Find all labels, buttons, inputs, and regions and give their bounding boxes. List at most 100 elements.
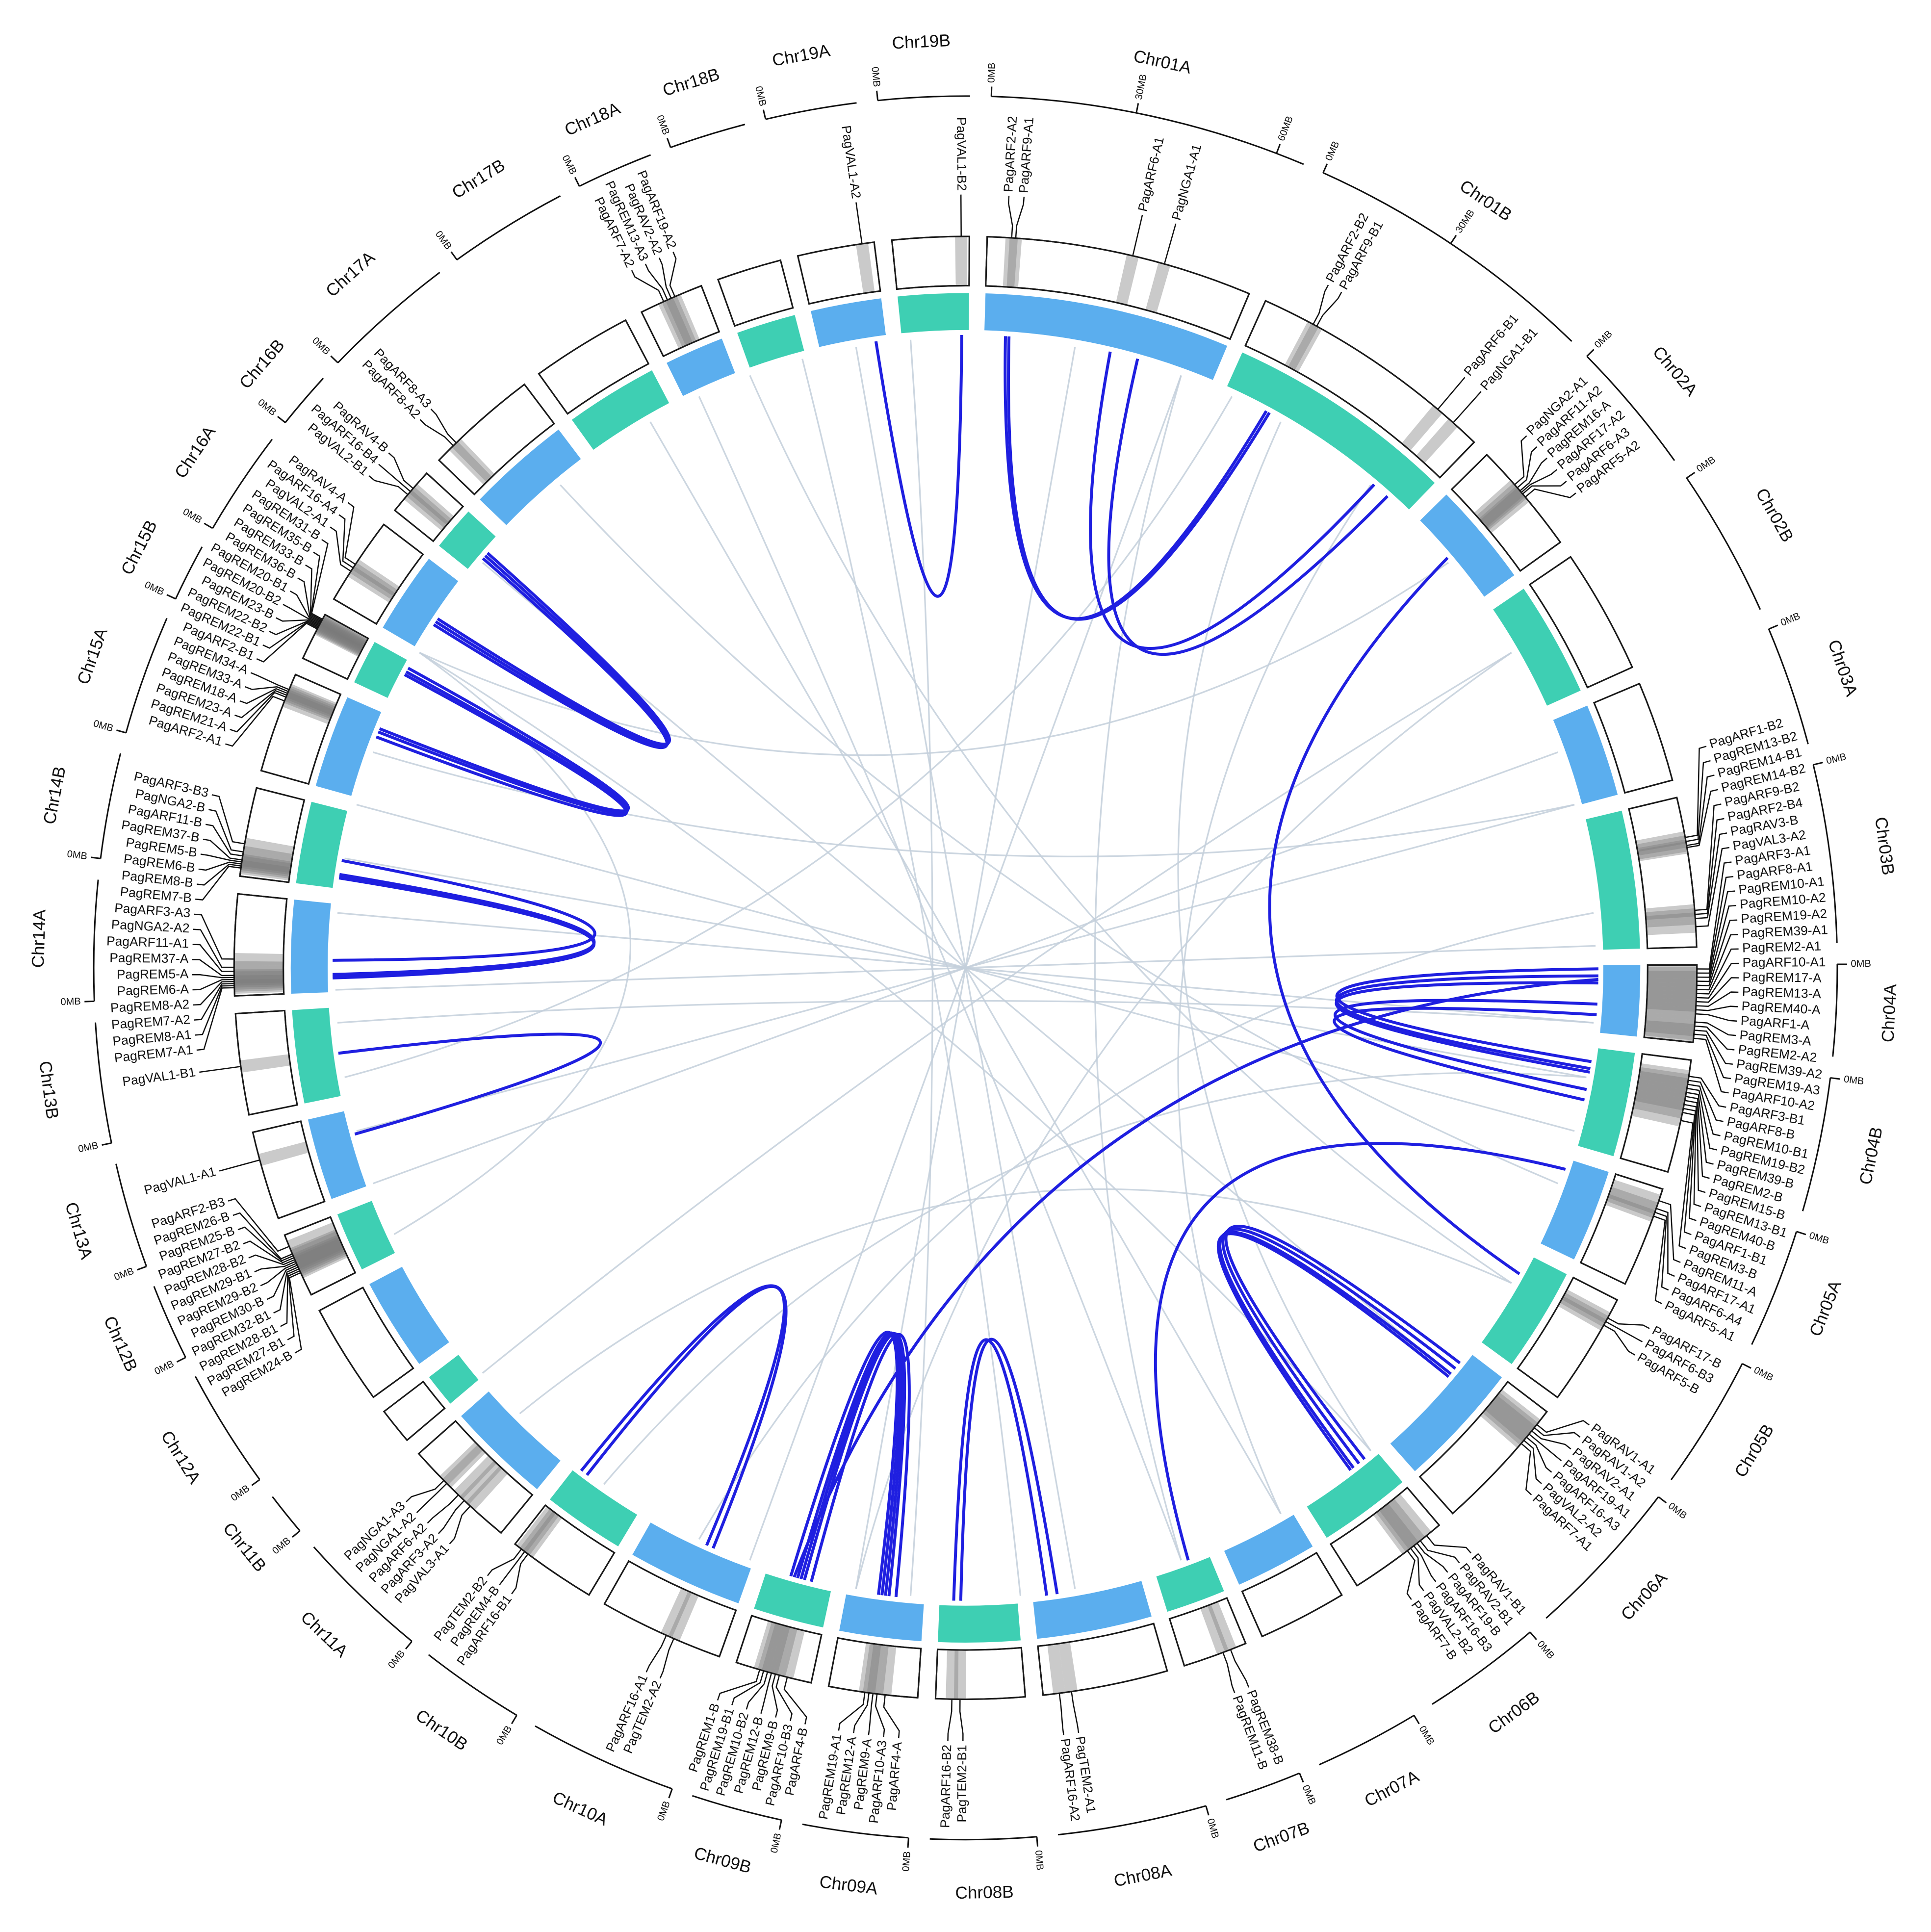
- gene-label: PagARF11-A1: [106, 933, 189, 951]
- gene-density: [407, 487, 451, 528]
- gene-connector: [260, 1262, 297, 1287]
- homolog-link: [1107, 358, 1389, 656]
- gene-track-outline: [538, 319, 650, 415]
- gene-track-outline: [393, 472, 464, 542]
- gene-density: [1480, 488, 1525, 529]
- gene-density: [294, 1236, 343, 1267]
- scale-axis: [1670, 1363, 1743, 1480]
- gene-connector: [1686, 1091, 1714, 1165]
- gene-density: [863, 1644, 881, 1693]
- gene-connector: [206, 824, 243, 857]
- chromosome-band: [1600, 965, 1641, 1037]
- gene-density: [1047, 1644, 1065, 1694]
- scale-tick: [1529, 1631, 1537, 1640]
- gene-connector: [198, 861, 242, 871]
- gene-density: [1647, 997, 1696, 1012]
- scale-axis: [175, 546, 203, 599]
- scale-tick: [90, 856, 101, 859]
- chromosome-band: [550, 1470, 638, 1546]
- gene-density: [1116, 255, 1139, 305]
- gene-connector: [203, 838, 242, 861]
- gene-density: [1479, 487, 1523, 527]
- gene-density: [452, 439, 494, 482]
- gene-density: [867, 1644, 885, 1694]
- gene-track-outline: [797, 241, 881, 305]
- gene-connector: [438, 1500, 465, 1534]
- gene-density: [443, 1445, 486, 1488]
- gene-connector: [237, 1226, 294, 1262]
- chromosome-band: [1227, 352, 1435, 510]
- gene-connector: [1685, 1096, 1710, 1179]
- gene-track-outline: [1418, 1381, 1548, 1515]
- gene-connector: [947, 1699, 953, 1741]
- gene-connector: [1695, 803, 1722, 911]
- gene-density: [1495, 1390, 1540, 1429]
- gene-connector: [1452, 391, 1482, 423]
- gene-density: [1376, 1506, 1415, 1551]
- gene-density: [520, 1509, 559, 1555]
- gene-density: [766, 1624, 790, 1674]
- homolog-link: [333, 859, 596, 962]
- gene-connector: [1693, 1037, 1729, 1094]
- homolog-link: [1216, 1232, 1450, 1471]
- gene-track-outline: [1168, 1597, 1247, 1667]
- gene-density: [1640, 1063, 1689, 1082]
- gene-track-outline: [283, 1216, 357, 1296]
- gene-density: [234, 975, 283, 988]
- gene-connector: [197, 863, 241, 886]
- scale-tick-label: 0MB: [60, 996, 81, 1008]
- gene-connector: [1654, 1211, 1669, 1291]
- gene-connector: [1071, 1691, 1080, 1733]
- scale-axis: [428, 1654, 517, 1716]
- gene-track-outline: [1037, 1623, 1168, 1696]
- gene-track-outline: [1244, 300, 1475, 479]
- gene-density: [1208, 1602, 1236, 1651]
- chromosome-band: [737, 315, 804, 368]
- scale-tick: [1813, 762, 1823, 766]
- gene-density: [241, 860, 290, 878]
- chromosome-band: [839, 1594, 924, 1642]
- gene-density: [460, 1461, 502, 1504]
- gene-connector: [1222, 1652, 1236, 1693]
- gene-connector: [731, 1671, 765, 1705]
- gene-density: [258, 1141, 309, 1166]
- gene-density: [1638, 839, 1687, 859]
- scale-axis: [194, 1376, 260, 1480]
- gene-track-outline: [1628, 797, 1698, 950]
- gene-connector: [1520, 1443, 1532, 1495]
- gene-density: [234, 953, 283, 966]
- gene-connector: [1410, 1547, 1424, 1592]
- gene-track-outline: [318, 1287, 414, 1398]
- gene-connector: [868, 1693, 874, 1735]
- gene-track-outline: [1517, 1276, 1619, 1399]
- gene-label: PagREM37-A: [109, 951, 189, 966]
- gene-density: [1382, 1501, 1421, 1546]
- gene-connector: [287, 1270, 300, 1340]
- gene-density: [1416, 419, 1458, 463]
- gene-connector: [1416, 1543, 1448, 1573]
- gene-track-outline: [640, 284, 721, 358]
- gene-density: [410, 484, 454, 525]
- gene-connector: [631, 270, 665, 302]
- scale-axis: [1812, 764, 1838, 943]
- scale-axis: [1323, 172, 1572, 342]
- gene-density: [859, 1643, 877, 1693]
- chromosome-label: Chr04A: [1879, 983, 1901, 1043]
- homolog-link: [874, 335, 963, 598]
- gene-density: [1483, 1404, 1527, 1445]
- gene-density: [1632, 1105, 1681, 1127]
- chromosome-band: [429, 1355, 479, 1404]
- gene-track-outline: [1329, 1486, 1441, 1587]
- gene-connector: [1605, 1321, 1643, 1342]
- gene-density: [1648, 978, 1697, 992]
- scale-axis: [1545, 1496, 1659, 1619]
- gene-connector: [1132, 215, 1143, 256]
- gene-label: PagTEM2-B1: [954, 1745, 970, 1822]
- gene-density: [1648, 975, 1697, 987]
- scale-axis: [212, 438, 273, 529]
- gene-connector: [1696, 948, 1739, 995]
- background-link: [519, 1188, 1512, 1415]
- homolog-link: [789, 1331, 899, 1595]
- scale-axis: [1586, 356, 1675, 461]
- homolog-link: [1335, 967, 1598, 1063]
